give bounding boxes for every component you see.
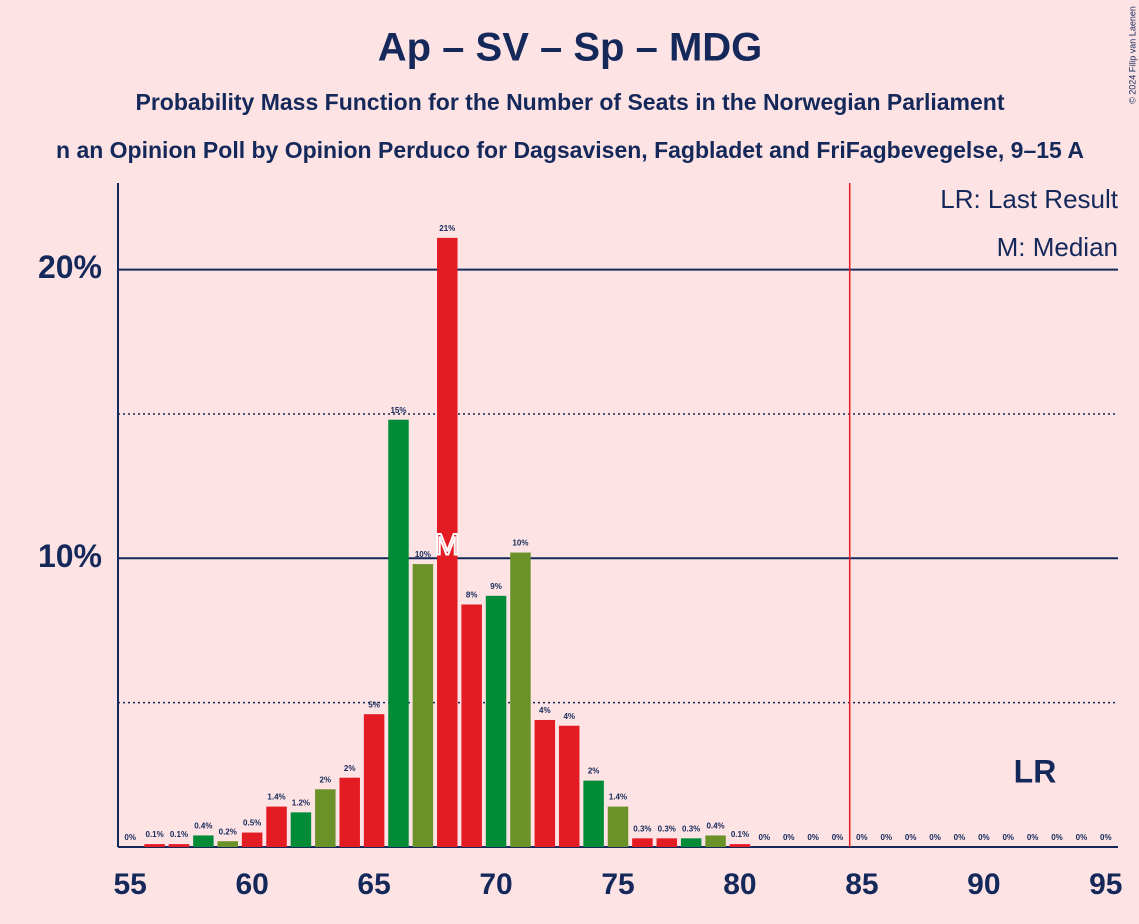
value-label: 0% <box>807 833 819 842</box>
bar <box>144 844 165 847</box>
bar <box>437 237 458 847</box>
value-label: 0% <box>954 833 966 842</box>
bar <box>266 806 287 847</box>
bar <box>705 835 726 847</box>
value-label: 1.4% <box>267 793 285 802</box>
value-label: 10% <box>415 550 431 559</box>
value-label: 1.4% <box>609 793 627 802</box>
value-label: 0% <box>1076 833 1088 842</box>
value-label: 0% <box>124 833 136 842</box>
x-tick-label: 95 <box>1089 868 1122 901</box>
y-tick-label: 10% <box>38 538 102 574</box>
bar <box>680 838 702 847</box>
bar <box>363 714 385 847</box>
value-label: 0% <box>881 833 893 842</box>
bar <box>632 838 653 847</box>
y-tick-label: 20% <box>38 249 102 285</box>
value-label: 2% <box>320 775 332 784</box>
bar <box>485 595 507 847</box>
x-tick-label: 85 <box>845 868 878 901</box>
last-result-label: LR <box>1014 753 1057 789</box>
bar <box>534 719 556 847</box>
value-label: 0% <box>905 833 917 842</box>
value-label: 2% <box>588 767 600 776</box>
value-label: 0% <box>832 833 844 842</box>
legend-entry: M: Median <box>997 232 1118 262</box>
bar <box>339 777 360 847</box>
value-label: 0.3% <box>682 824 700 833</box>
chart-subtitle: Probability Mass Function for the Number… <box>135 89 1004 115</box>
x-tick-label: 60 <box>235 868 268 901</box>
value-label: 8% <box>466 591 478 600</box>
value-label: 0% <box>1100 833 1112 842</box>
value-label: 21% <box>439 224 455 233</box>
copyright: © 2024 Filip van Laenen <box>1127 6 1137 104</box>
legend-entry: LR: Last Result <box>940 184 1119 214</box>
value-label: 0% <box>1002 833 1014 842</box>
value-label: 5% <box>368 700 380 709</box>
value-label: 9% <box>490 582 502 591</box>
bar <box>607 806 629 847</box>
x-tick-label: 55 <box>114 868 147 901</box>
x-tick-label: 75 <box>601 868 634 901</box>
value-label: 0.1% <box>145 830 163 839</box>
value-label: 4% <box>539 706 551 715</box>
bar <box>217 841 238 847</box>
value-label: 0% <box>929 833 941 842</box>
bar <box>412 564 434 847</box>
bar <box>510 552 531 847</box>
value-label: 0.3% <box>658 824 676 833</box>
value-label: 0.1% <box>731 830 749 839</box>
bar <box>461 604 482 847</box>
value-label: 0.4% <box>194 822 212 831</box>
bar <box>241 832 263 847</box>
chart-title: Ap – SV – Sp – MDG <box>378 26 763 70</box>
value-label: 0% <box>759 833 771 842</box>
value-label: 0% <box>856 833 868 842</box>
value-label: 0.4% <box>706 822 724 831</box>
chart-subtitle: n an Opinion Poll by Opinion Perduco for… <box>56 137 1084 163</box>
value-label: 4% <box>563 712 575 721</box>
x-tick-label: 80 <box>723 868 756 901</box>
bar <box>656 838 678 847</box>
value-label: 1.2% <box>292 798 310 807</box>
bar <box>388 419 409 847</box>
bar <box>290 812 312 847</box>
bar <box>583 780 604 847</box>
bar <box>315 789 336 847</box>
value-label: 10% <box>512 539 528 548</box>
value-label: 0.5% <box>243 819 261 828</box>
value-label: 0.3% <box>633 824 651 833</box>
x-tick-label: 65 <box>357 868 390 901</box>
bar <box>193 835 214 847</box>
value-label: 0% <box>1027 833 1039 842</box>
value-label: 0% <box>1051 833 1063 842</box>
bar <box>558 725 580 847</box>
value-label: 0% <box>978 833 990 842</box>
value-label: 0.2% <box>219 827 237 836</box>
value-label: 0% <box>783 833 795 842</box>
median-marker: M <box>435 529 460 562</box>
value-label: 15% <box>390 406 406 415</box>
x-tick-label: 70 <box>479 868 512 901</box>
bar <box>729 844 751 847</box>
x-tick-label: 90 <box>967 868 1000 901</box>
value-label: 2% <box>344 764 356 773</box>
value-label: 0.1% <box>170 830 188 839</box>
bar <box>168 844 190 847</box>
